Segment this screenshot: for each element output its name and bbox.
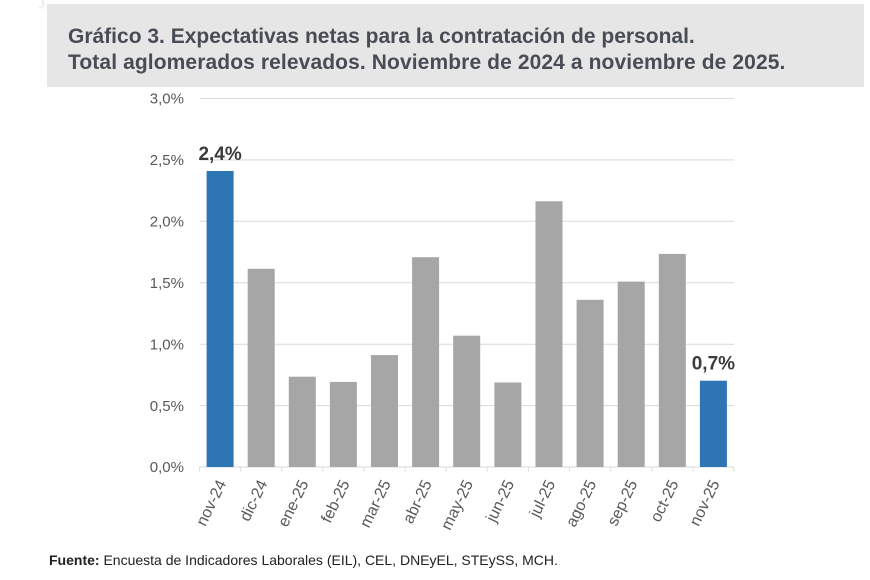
svg-text:2,5%: 2,5%	[150, 152, 184, 169]
svg-text:abr-25: abr-25	[400, 477, 436, 526]
svg-text:nov-25: nov-25	[687, 477, 724, 529]
svg-text:oct-25: oct-25	[648, 477, 683, 525]
svg-text:ene-25: ene-25	[275, 477, 312, 529]
svg-text:2,4%: 2,4%	[198, 144, 241, 165]
svg-text:feb-25: feb-25	[318, 477, 353, 525]
svg-text:1,5%: 1,5%	[150, 275, 184, 292]
svg-text:0,7%: 0,7%	[692, 353, 735, 374]
svg-text:dic-24: dic-24	[237, 477, 271, 524]
svg-text:0,5%: 0,5%	[150, 398, 184, 415]
svg-text:jun-25: jun-25	[483, 477, 518, 525]
svg-text:2,0%: 2,0%	[150, 214, 184, 231]
svg-text:nov-24: nov-24	[194, 477, 231, 529]
svg-text:jul-25: jul-25	[526, 477, 559, 521]
svg-text:0,0%: 0,0%	[150, 459, 184, 476]
svg-text:ago-25: ago-25	[563, 477, 600, 529]
svg-text:mar-25: mar-25	[357, 477, 395, 530]
svg-text:may-25: may-25	[438, 477, 477, 532]
svg-text:3,0%: 3,0%	[150, 91, 184, 108]
svg-text:sep-25: sep-25	[605, 477, 642, 529]
svg-text:1,0%: 1,0%	[150, 336, 184, 353]
